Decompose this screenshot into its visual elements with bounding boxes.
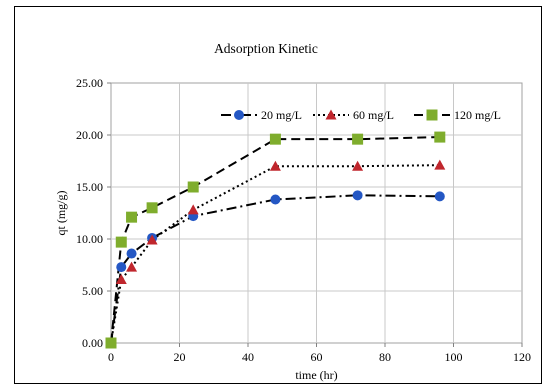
x-tick-label: 120 [513,350,531,364]
data-point-series-1 [269,160,281,171]
chart-title: Adsorption Kinetic [214,41,318,56]
x-axis-label: time (hr) [295,368,337,382]
data-point-series-2 [352,133,364,145]
y-tick-label: 25.00 [76,76,103,90]
data-point-series-2 [146,202,158,214]
x-tick-label: 40 [242,350,254,364]
data-point-series-0 [126,248,137,259]
y-tick-label: 0.00 [82,336,103,350]
y-tick-label: 10.00 [76,232,103,246]
data-point-series-1 [115,274,127,285]
y-tick-label: 15.00 [76,180,103,194]
legend: 20 mg/L 60 mg/L 120 mg/L [221,108,501,122]
data-point-series-2 [434,131,446,143]
data-point-series-1 [146,234,158,245]
y-tick-label: 5.00 [82,284,103,298]
data-point-series-1 [352,160,364,171]
data-point-series-1 [187,204,199,215]
y-axis-label: qt (mg/g) [54,191,68,236]
legend-marker-1 [325,109,337,120]
data-point-series-0 [116,262,127,273]
series-line-1 [110,164,440,344]
data-point-series-0 [352,190,363,201]
data-point-series-2 [105,337,117,349]
series-line-0 [110,194,440,344]
data-point-series-2 [187,181,199,193]
data-point-series-2 [115,236,127,248]
legend-label-2: 120 mg/L [454,108,501,122]
legend-label-1: 60 mg/L [353,108,394,122]
chart-frame: Adsorption Kinetic 0.00 5.00 10.00 15.00 20.… [14,6,542,384]
data-point-series-2 [126,211,138,223]
data-point-series-1 [126,261,138,272]
x-tick-label: 60 [311,350,323,364]
data-point-series-2 [269,133,281,145]
legend-label-0: 20 mg/L [261,108,302,122]
x-tick-label: 0 [108,350,114,364]
plot-layer: 0.00 5.00 10.00 15.00 20.00 25.00 0 20 40 60 80 100… [54,76,531,382]
legend-marker-0 [234,110,244,120]
data-point-series-0 [434,191,445,202]
data-point-series-0 [270,194,281,205]
data-point-series-1 [434,159,446,170]
chart-svg: Adsorption Kinetic 0.00 5.00 10.00 15.00 20.… [54,41,531,382]
x-tick-label: 100 [445,350,463,364]
y-tick-label: 20.00 [76,128,103,142]
x-tick-label: 20 [174,350,186,364]
legend-marker-2 [426,109,438,121]
x-tick-label: 80 [379,350,391,364]
